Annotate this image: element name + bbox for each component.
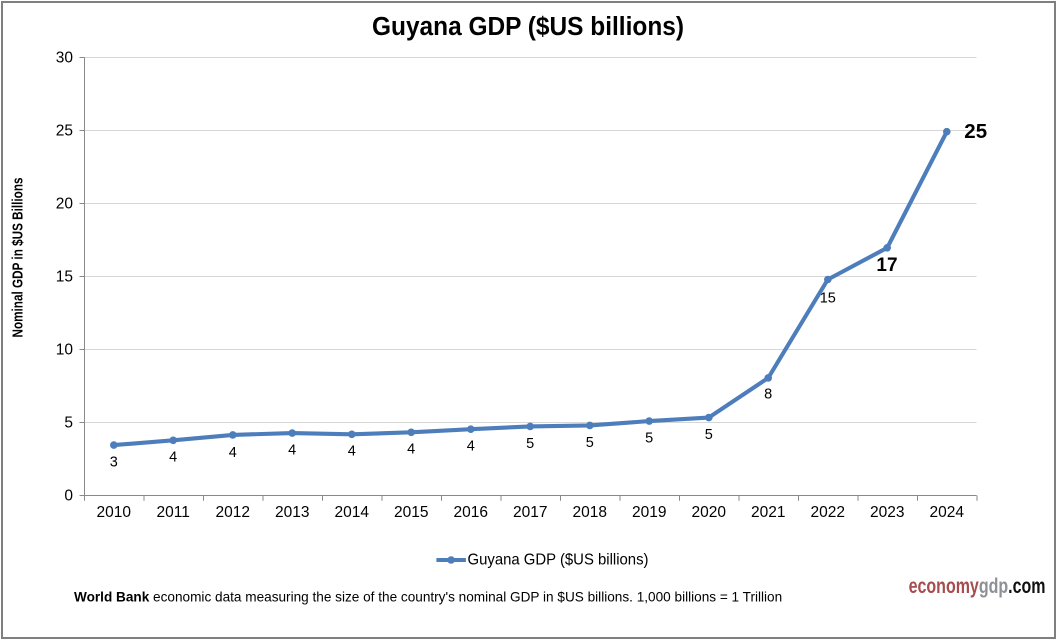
- svg-text:0: 0: [64, 488, 73, 505]
- svg-text:2020: 2020: [692, 504, 727, 521]
- svg-text:2013: 2013: [275, 504, 309, 521]
- svg-text:3: 3: [110, 455, 118, 471]
- svg-text:5: 5: [586, 435, 594, 451]
- svg-text:5: 5: [705, 427, 713, 443]
- svg-text:Nominal GDP in $US Billions: Nominal GDP in $US Billions: [10, 178, 27, 338]
- svg-text:2023: 2023: [870, 504, 904, 521]
- svg-text:2016: 2016: [454, 504, 488, 521]
- svg-text:8: 8: [764, 387, 772, 403]
- svg-text:Guyana GDP ($US billions): Guyana GDP ($US billions): [468, 552, 649, 569]
- svg-text:2012: 2012: [216, 504, 250, 521]
- svg-text:Guyana GDP ($US billions): Guyana GDP ($US billions): [372, 13, 684, 41]
- svg-text:4: 4: [407, 442, 415, 458]
- svg-text:2022: 2022: [811, 504, 845, 521]
- svg-text:25: 25: [964, 120, 987, 143]
- svg-text:5: 5: [645, 431, 653, 447]
- svg-text:25: 25: [56, 123, 73, 140]
- svg-text:15: 15: [820, 290, 836, 306]
- svg-text:4: 4: [169, 450, 177, 466]
- svg-text:10: 10: [56, 342, 74, 359]
- svg-text:5: 5: [526, 436, 534, 452]
- svg-text:4: 4: [229, 445, 237, 461]
- svg-text:2017: 2017: [513, 504, 547, 521]
- svg-text:5: 5: [64, 415, 73, 432]
- svg-text:2018: 2018: [573, 504, 607, 521]
- svg-text:2024: 2024: [930, 504, 965, 521]
- svg-text:4: 4: [348, 444, 356, 460]
- svg-text:2015: 2015: [394, 504, 428, 521]
- svg-text:World Bank economic data meas: World Bank economic data measuring the s…: [74, 590, 782, 605]
- svg-text:4: 4: [288, 443, 296, 459]
- svg-text:17: 17: [876, 255, 897, 276]
- svg-text:20: 20: [56, 196, 74, 213]
- svg-text:economygdp.com: economygdp.com: [909, 574, 1046, 598]
- svg-text:2010: 2010: [97, 504, 132, 521]
- svg-text:2014: 2014: [335, 504, 370, 521]
- svg-text:2011: 2011: [157, 504, 190, 521]
- svg-text:2019: 2019: [632, 504, 666, 521]
- svg-text:30: 30: [56, 50, 74, 67]
- svg-text:4: 4: [467, 439, 475, 455]
- svg-text:2021: 2021: [751, 504, 785, 521]
- svg-text:15: 15: [56, 269, 73, 286]
